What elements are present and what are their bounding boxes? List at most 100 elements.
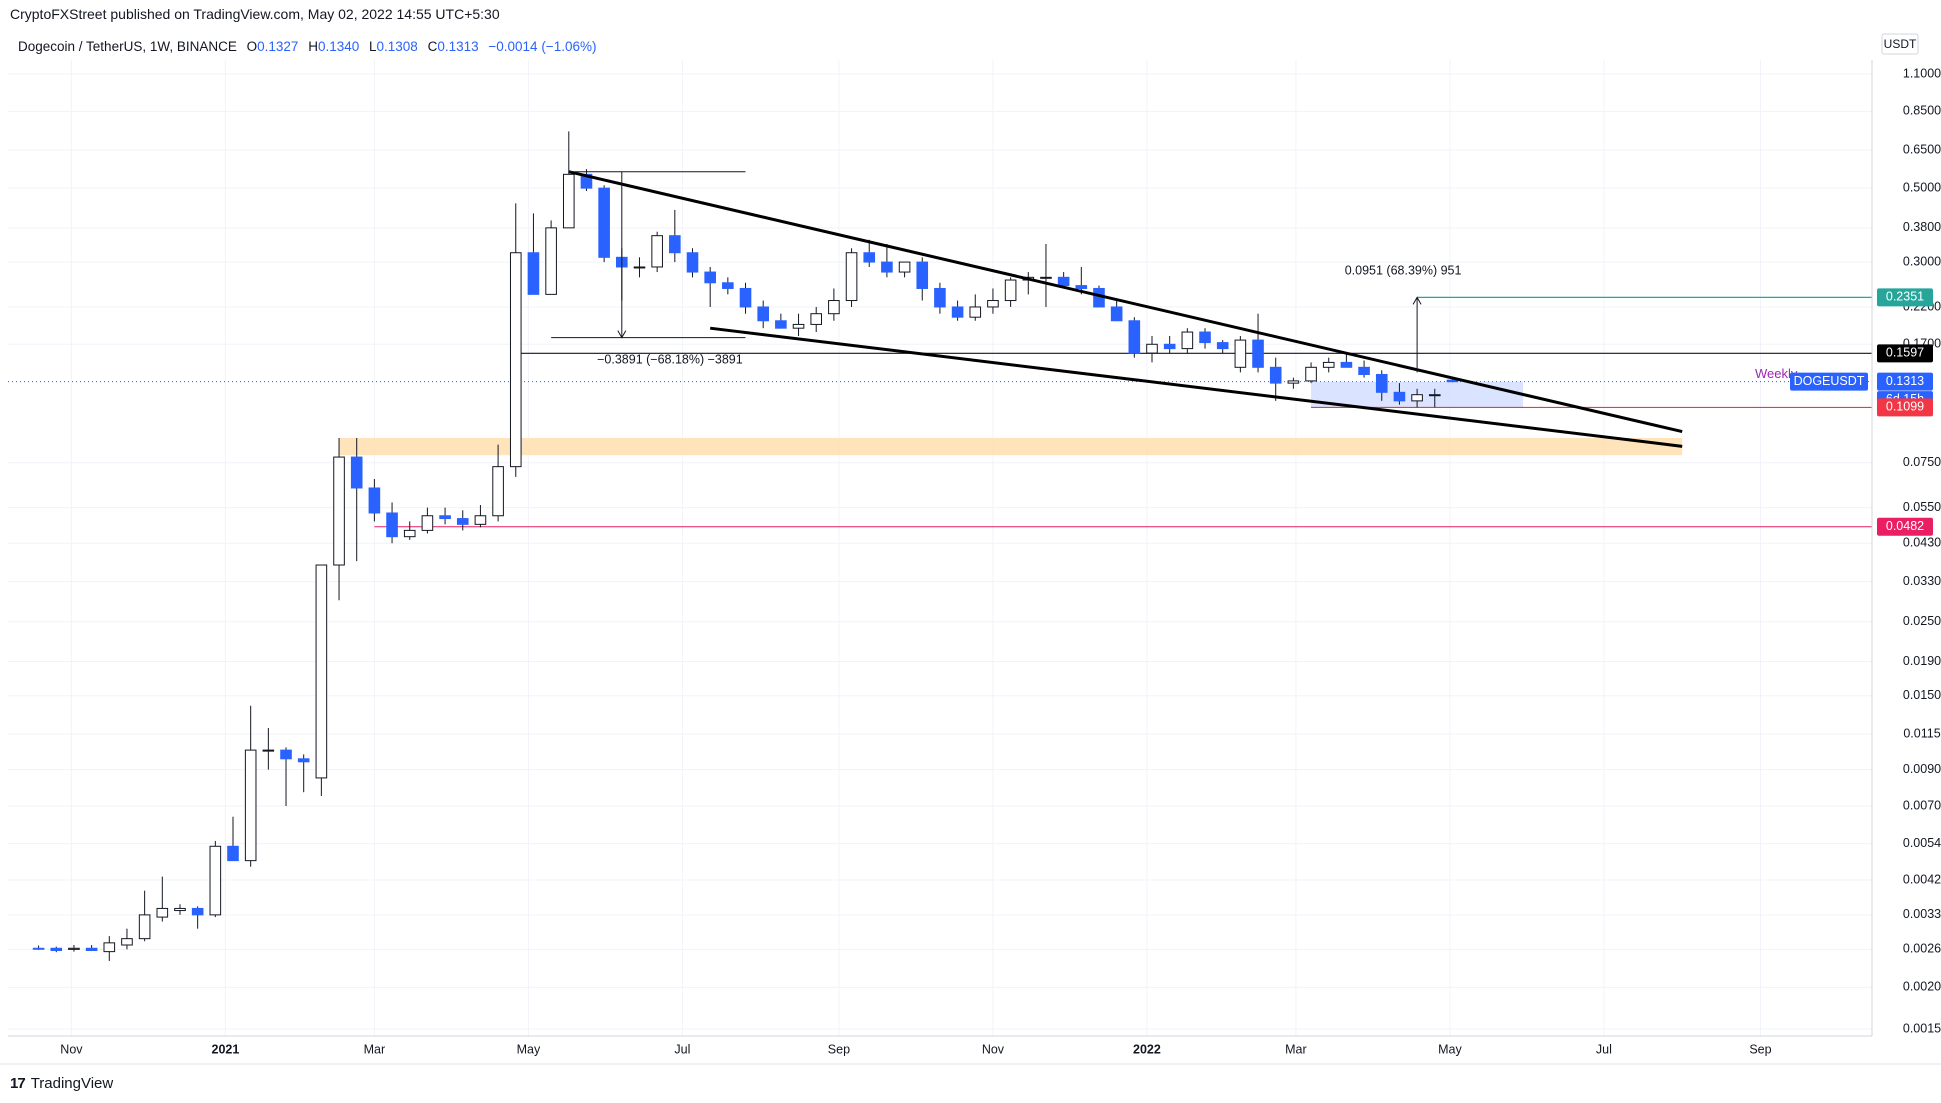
candle-body[interactable] bbox=[350, 456, 363, 489]
candle-body[interactable] bbox=[1004, 279, 1017, 302]
candle-body[interactable] bbox=[792, 323, 805, 329]
candle-body[interactable] bbox=[1287, 380, 1300, 384]
publish-info: CryptoFXStreet published on TradingView.… bbox=[10, 6, 500, 22]
candle-body[interactable] bbox=[651, 235, 663, 268]
candle-body[interactable] bbox=[1075, 285, 1088, 289]
candle-body[interactable] bbox=[421, 515, 434, 531]
candle-body[interactable] bbox=[315, 564, 328, 779]
measure-up-arrowhead bbox=[1412, 296, 1422, 305]
candle-body[interactable] bbox=[775, 320, 787, 329]
candle-body[interactable] bbox=[68, 947, 80, 950]
candle-body[interactable] bbox=[1340, 361, 1353, 368]
time-tick-label: Nov bbox=[60, 1042, 83, 1056]
time-tick-label: Jul bbox=[1596, 1042, 1612, 1056]
time-tick-label: Nov bbox=[982, 1042, 1005, 1056]
candle-body[interactable] bbox=[32, 947, 45, 950]
candle-body[interactable] bbox=[845, 252, 858, 302]
candle-body[interactable] bbox=[262, 749, 275, 752]
candle-body[interactable] bbox=[297, 758, 310, 763]
candle-body[interactable] bbox=[1411, 394, 1423, 402]
candle-body[interactable] bbox=[562, 173, 575, 229]
candle-body[interactable] bbox=[1199, 331, 1211, 344]
candle-body[interactable] bbox=[669, 235, 681, 254]
candle-body[interactable] bbox=[863, 252, 876, 263]
candle-body[interactable] bbox=[227, 845, 239, 862]
candle-body[interactable] bbox=[1393, 391, 1406, 402]
candle-body[interactable] bbox=[810, 313, 823, 325]
price-tick-label: 0.0090 bbox=[1903, 762, 1941, 776]
price-tick-label: 0.3800 bbox=[1903, 220, 1941, 234]
candle-body[interactable] bbox=[439, 515, 451, 520]
candle-body[interactable] bbox=[244, 749, 257, 862]
high-value: 0.1340 bbox=[317, 39, 360, 54]
candle-body[interactable] bbox=[686, 252, 699, 273]
candle-body[interactable] bbox=[1322, 361, 1335, 368]
candle-body[interactable] bbox=[704, 271, 716, 284]
candle-body[interactable] bbox=[951, 306, 964, 318]
candle-body[interactable] bbox=[881, 261, 893, 273]
candle-body[interactable] bbox=[598, 187, 610, 258]
candle-body[interactable] bbox=[456, 518, 469, 525]
currency-unit-box[interactable] bbox=[1881, 33, 1919, 55]
candle-body[interactable] bbox=[121, 938, 133, 946]
candle-body[interactable] bbox=[1234, 339, 1247, 368]
candle-body[interactable] bbox=[368, 487, 381, 514]
candle-body[interactable] bbox=[174, 907, 186, 912]
candle-body[interactable] bbox=[987, 300, 999, 308]
candle-body[interactable] bbox=[1163, 343, 1176, 350]
candle-body[interactable] bbox=[898, 261, 911, 273]
candle-body[interactable] bbox=[1446, 379, 1459, 383]
candle-body[interactable] bbox=[633, 266, 646, 269]
candle-body[interactable] bbox=[1252, 339, 1264, 368]
candle-body[interactable] bbox=[1128, 320, 1141, 354]
price-label-0.1597-bg bbox=[1877, 344, 1933, 363]
candle-body[interactable] bbox=[1428, 394, 1441, 397]
candle-body[interactable] bbox=[1375, 373, 1388, 393]
candle-body[interactable] bbox=[1181, 331, 1194, 350]
candle-body[interactable] bbox=[85, 947, 98, 951]
time-tick-label: May bbox=[517, 1042, 541, 1056]
time-tick-label: 2021 bbox=[212, 1042, 240, 1056]
candle-body[interactable] bbox=[156, 907, 169, 918]
candle-body[interactable] bbox=[916, 261, 929, 289]
candle-body[interactable] bbox=[1040, 276, 1052, 279]
candle-body[interactable] bbox=[209, 845, 222, 916]
price-label-0.0482-bg bbox=[1877, 517, 1933, 536]
wedge-upper-trendline[interactable] bbox=[568, 170, 1683, 434]
candle-body[interactable] bbox=[138, 914, 151, 940]
candle-body[interactable] bbox=[492, 466, 504, 517]
candle-body[interactable] bbox=[50, 947, 63, 951]
candle-body[interactable] bbox=[191, 907, 204, 916]
candle-body[interactable] bbox=[280, 749, 292, 760]
candle-body[interactable] bbox=[386, 512, 398, 538]
candle-body[interactable] bbox=[722, 282, 734, 289]
wedge-lower-trendline[interactable] bbox=[709, 326, 1683, 448]
candle-body[interactable] bbox=[1110, 306, 1123, 322]
change-value: −0.0014 (−1.06%) bbox=[488, 39, 597, 54]
candle-body[interactable] bbox=[1305, 366, 1317, 382]
candle-body[interactable] bbox=[969, 306, 982, 318]
symbol-title[interactable]: Dogecoin / TetherUS, 1W, BINANCE bbox=[18, 39, 237, 54]
candle-body[interactable] bbox=[1216, 342, 1229, 350]
candle-body[interactable] bbox=[1146, 343, 1158, 354]
candle-body[interactable] bbox=[527, 252, 540, 295]
candle-body[interactable] bbox=[1057, 276, 1070, 287]
candle-body[interactable] bbox=[757, 306, 769, 322]
orange-zone bbox=[339, 437, 1683, 456]
candle-body[interactable] bbox=[1269, 366, 1282, 384]
candle-body[interactable] bbox=[545, 227, 557, 295]
plot-area[interactable] bbox=[8, 60, 1872, 1036]
symbol-price-tag-bg bbox=[1790, 372, 1868, 391]
symbol-info-bar: Dogecoin / TetherUS, 1W, BINANCE O0.1327… bbox=[18, 39, 596, 54]
candle-body[interactable] bbox=[103, 942, 116, 953]
price-tick-label: 0.0026 bbox=[1903, 942, 1941, 956]
candle-body[interactable] bbox=[474, 515, 487, 525]
candle-body[interactable] bbox=[333, 456, 345, 566]
candle-body[interactable] bbox=[403, 529, 416, 538]
candle-body[interactable] bbox=[739, 287, 752, 308]
candle-body[interactable] bbox=[509, 252, 522, 468]
candle-body[interactable] bbox=[1358, 366, 1370, 375]
candle-body[interactable] bbox=[934, 287, 946, 308]
candle-body[interactable] bbox=[828, 300, 840, 315]
